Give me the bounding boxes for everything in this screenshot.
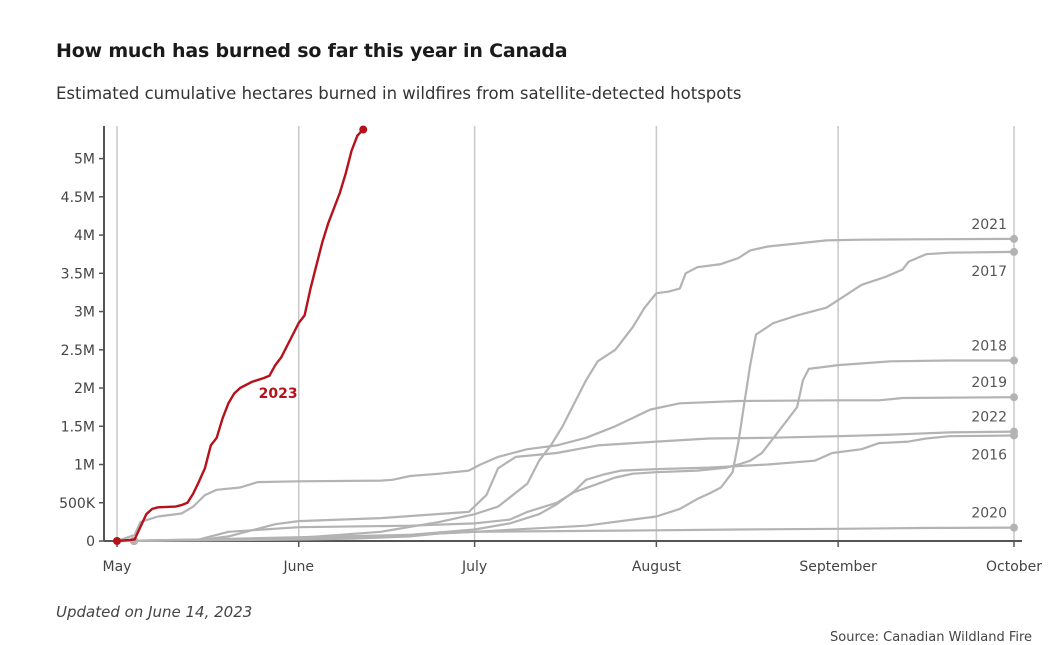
y-tick-label: 0 bbox=[86, 534, 95, 550]
series-start-dot-2023 bbox=[113, 537, 121, 545]
y-tick-label: 4M bbox=[74, 228, 95, 244]
series-end-dot-2019 bbox=[1010, 393, 1018, 402]
chart-plot: May June July August September October 0 500K 1M… bbox=[59, 125, 1042, 575]
series-line-2023 bbox=[115, 128, 365, 543]
series-end-dot-2021 bbox=[1010, 234, 1018, 243]
y-tick-label: 3M bbox=[74, 305, 95, 321]
series-end-dot-2018 bbox=[1010, 356, 1018, 365]
series-line-2020 bbox=[115, 526, 1016, 543]
chart-subtitle: Estimated cumulative hectares burned in … bbox=[56, 84, 742, 103]
series-end-dot-2023 bbox=[359, 125, 368, 134]
series-line-2017 bbox=[115, 250, 1016, 543]
series-end-dot-2020 bbox=[1010, 523, 1018, 532]
series-label-2017: 2017 bbox=[971, 264, 1007, 280]
updated-note: Updated on June 14, 2023 bbox=[56, 603, 253, 621]
gridlines bbox=[116, 126, 1015, 541]
x-tick-label: August bbox=[632, 559, 682, 575]
series-label-2018: 2018 bbox=[971, 339, 1007, 355]
axes: May June July August September October 0 500K 1M… bbox=[59, 126, 1042, 575]
series-line-2016 bbox=[115, 434, 1016, 543]
series-end-dot-2017 bbox=[1010, 247, 1018, 256]
y-tick-label: 2.5M bbox=[61, 343, 95, 359]
y-tick-label: 1.5M bbox=[61, 419, 95, 435]
series-label-2020: 2020 bbox=[971, 506, 1007, 522]
series-label-2019: 2019 bbox=[971, 375, 1007, 391]
series-label-2022: 2022 bbox=[971, 410, 1007, 426]
y-tick-label: 2M bbox=[74, 381, 95, 397]
series-line-2019 bbox=[115, 396, 1016, 543]
series-label-2021: 2021 bbox=[971, 217, 1007, 233]
source-note: Source: Canadian Wildland Fire bbox=[830, 630, 1033, 645]
series-line-2021 bbox=[115, 237, 1016, 543]
y-tick-label: 3.5M bbox=[61, 266, 95, 282]
chart-title: How much has burned so far this year in … bbox=[56, 40, 568, 62]
series-line-2022 bbox=[115, 430, 1016, 543]
series-lines bbox=[113, 125, 1018, 545]
series-label-2023: 2023 bbox=[259, 386, 298, 402]
x-tick-label: September bbox=[799, 559, 877, 575]
x-tick-label: June bbox=[282, 559, 314, 575]
series-label-2016: 2016 bbox=[971, 447, 1007, 463]
x-tick-label: October bbox=[986, 559, 1042, 575]
y-tick-label: 4.5M bbox=[61, 190, 95, 206]
series-line-2018 bbox=[115, 359, 1016, 543]
y-tick-label: 500K bbox=[59, 496, 96, 512]
x-tick-label: May bbox=[103, 559, 132, 575]
series-labels: 2021 2017 2018 2019 2022 2016 2020 2023 bbox=[259, 217, 1007, 522]
x-tick-label: July bbox=[461, 559, 487, 575]
y-tick-label: 5M bbox=[74, 152, 95, 168]
y-tick-label: 1M bbox=[74, 458, 95, 474]
series-end-dot-2016 bbox=[1010, 431, 1018, 440]
